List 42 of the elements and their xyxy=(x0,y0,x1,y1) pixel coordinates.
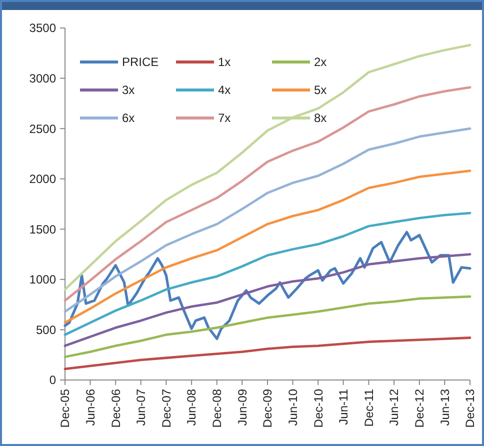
line-series xyxy=(64,212,472,336)
legend-label: PRICE xyxy=(122,55,159,70)
y-tick-label: 3500 xyxy=(29,21,56,36)
line-series xyxy=(64,336,472,370)
y-tick-label: 3000 xyxy=(29,71,56,86)
x-tick-label: Jun-12 xyxy=(387,388,402,426)
x-tick-label: Dec-12 xyxy=(412,388,427,428)
x-tick-label: Jun-11 xyxy=(336,388,351,425)
x-tick-label: Jun-08 xyxy=(184,388,199,426)
x-tick-label: Jun-06 xyxy=(83,388,98,426)
legend-label: 5x xyxy=(314,83,327,98)
legend-label: 1x xyxy=(218,55,231,70)
x-tick-label: Jun-07 xyxy=(134,388,148,426)
y-tick-label: 500 xyxy=(36,322,56,337)
legend-label: 8x xyxy=(314,111,327,126)
legend-label: 6x xyxy=(122,111,135,126)
line-series xyxy=(64,86,472,302)
y-tick-label: 1000 xyxy=(29,272,56,287)
x-tick-label: Dec-11 xyxy=(362,388,376,427)
legend-label: 2x xyxy=(314,55,327,70)
y-tick-label: 2000 xyxy=(29,172,56,186)
legend-label: 4x xyxy=(218,83,231,98)
legend-label: 3x xyxy=(122,83,135,98)
line-series xyxy=(64,170,472,324)
x-tick-label: Jun-13 xyxy=(438,388,452,426)
x-tick-label: Dec-05 xyxy=(58,388,72,428)
x-tick-label: Dec-13 xyxy=(463,388,478,428)
y-tick-label: 2500 xyxy=(29,122,56,136)
x-tick-label: Dec-09 xyxy=(260,388,275,428)
x-tick-label: Jun-09 xyxy=(235,388,250,426)
line-series xyxy=(64,253,472,348)
legend-label: 7x xyxy=(218,111,231,126)
line-series xyxy=(64,44,472,291)
x-tick-label: Dec-07 xyxy=(159,388,174,428)
y-tick-label: 1500 xyxy=(29,222,56,236)
line-series xyxy=(64,127,472,313)
x-tick-label: Dec-10 xyxy=(311,388,326,428)
line-series xyxy=(64,295,472,358)
y-tick-label: 0 xyxy=(49,373,56,388)
x-tick-label: Dec-08 xyxy=(210,388,224,428)
x-tick-label: Jun-10 xyxy=(286,388,300,426)
x-tick-label: Dec-06 xyxy=(108,388,123,428)
